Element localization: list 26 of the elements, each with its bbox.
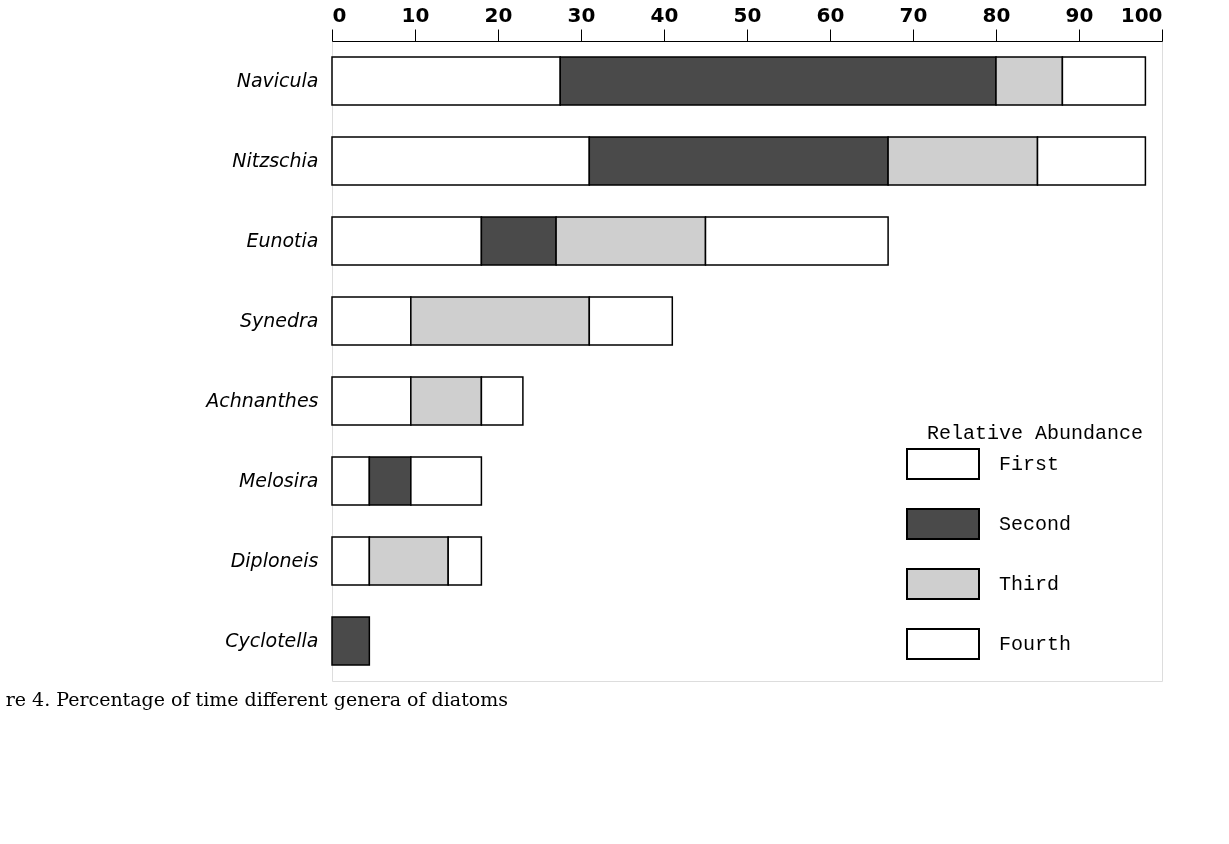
y-tick-label: Achnanthes <box>204 389 319 411</box>
y-tick-label: Navicula <box>236 69 319 91</box>
x-tick-label: 20 <box>484 2 513 27</box>
x-tick-label: 30 <box>567 2 596 27</box>
y-tick-label: Diploneis <box>230 549 319 571</box>
legend-label: Second <box>999 513 1072 536</box>
x-tick-label: 10 <box>401 2 430 27</box>
legend-title: Relative Abundance <box>927 422 1144 445</box>
y-tick-label: Nitzschia <box>232 149 319 171</box>
bar <box>331 616 371 666</box>
y-tick-label: Melosira <box>238 469 319 491</box>
x-tick-label: 0 <box>332 2 347 27</box>
x-tick-label: 40 <box>650 2 679 27</box>
legend-label: Fourth <box>999 633 1072 656</box>
x-tick-label: 50 <box>733 2 762 27</box>
x-tick-label: 60 <box>816 2 845 27</box>
y-tick-label: Synedra <box>239 309 319 331</box>
y-tick-label: Eunotia <box>246 229 319 251</box>
y-tick-label: Cyclotella <box>225 629 319 651</box>
x-tick-label: 100 <box>1120 2 1163 27</box>
text: re 4. Percentage of time different genera of diatoms <box>5 688 509 710</box>
legend-label: First <box>999 453 1060 476</box>
legend-label: Third <box>999 573 1060 596</box>
x-tick-label: 90 <box>1065 2 1094 27</box>
x-tick-label: 70 <box>899 2 928 27</box>
x-tick-label: 80 <box>982 2 1011 27</box>
